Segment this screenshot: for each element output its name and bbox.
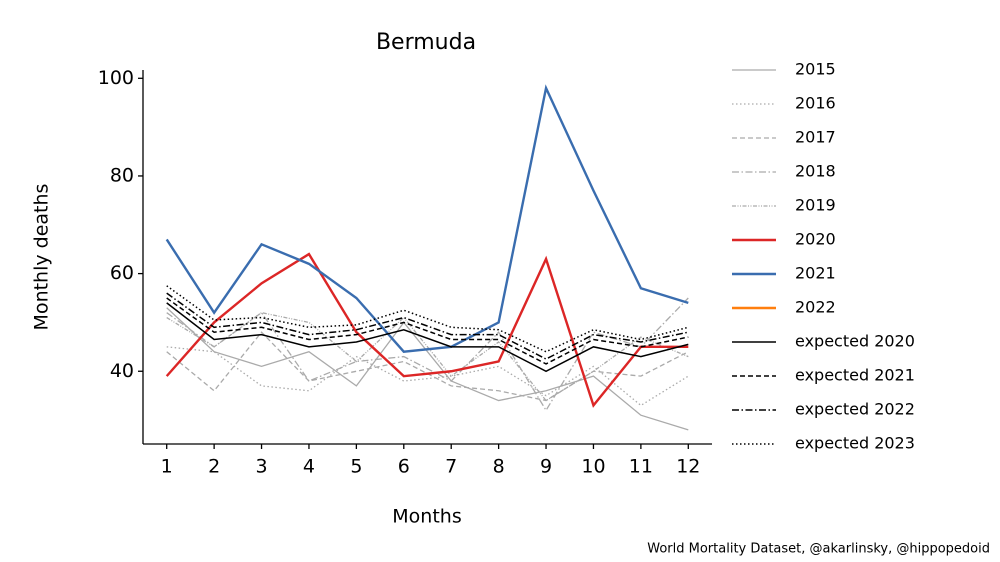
source-note: World Mortality Dataset, @akarlinsky, @h… xyxy=(647,542,990,557)
legend-label: 2022 xyxy=(795,298,836,317)
legend-label: expected 2022 xyxy=(795,400,915,419)
legend-label: expected 2023 xyxy=(795,434,915,453)
legend-label: 2015 xyxy=(795,60,836,79)
x-tick-label: 2 xyxy=(208,456,220,478)
series-line xyxy=(166,311,689,402)
y-tick-label: 80 xyxy=(110,164,134,186)
x-tick-label: 11 xyxy=(629,456,653,478)
series-line xyxy=(166,297,689,365)
legend-label: expected 2021 xyxy=(795,366,915,385)
series-line xyxy=(166,302,689,373)
y-tick-label: 100 xyxy=(98,67,134,89)
x-tick-label: 9 xyxy=(540,456,552,478)
legend-label: expected 2020 xyxy=(795,332,915,351)
series-line xyxy=(166,307,689,431)
x-tick-label: 8 xyxy=(493,456,505,478)
series-line xyxy=(165,252,689,408)
x-tick-label: 5 xyxy=(350,456,362,478)
y-tick-label: 40 xyxy=(110,360,134,382)
x-tick-label: 3 xyxy=(255,456,267,478)
legend-label: 2020 xyxy=(795,230,836,249)
x-tick-label: 7 xyxy=(445,456,457,478)
y-axis-label: Monthly deaths xyxy=(31,184,53,331)
x-tick-label: 12 xyxy=(676,456,700,478)
x-tick-label: 10 xyxy=(581,456,605,478)
x-tick-label: 4 xyxy=(303,456,315,478)
chart-title: Bermuda xyxy=(376,30,476,55)
legend-label: 2019 xyxy=(795,196,836,215)
legend-label: 2018 xyxy=(795,162,836,181)
x-tick-label: 6 xyxy=(398,456,410,478)
x-tick-label: 1 xyxy=(161,456,173,478)
y-tick-label: 60 xyxy=(110,262,134,284)
legend-label: 2017 xyxy=(795,128,836,147)
x-axis-label: Months xyxy=(392,506,461,528)
series-line xyxy=(165,84,689,353)
legend-label: 2021 xyxy=(795,264,836,283)
legend-label: 2016 xyxy=(795,94,836,113)
series-line xyxy=(166,285,689,353)
series-line xyxy=(166,292,689,360)
series-line xyxy=(166,297,689,412)
series-line xyxy=(166,346,689,407)
